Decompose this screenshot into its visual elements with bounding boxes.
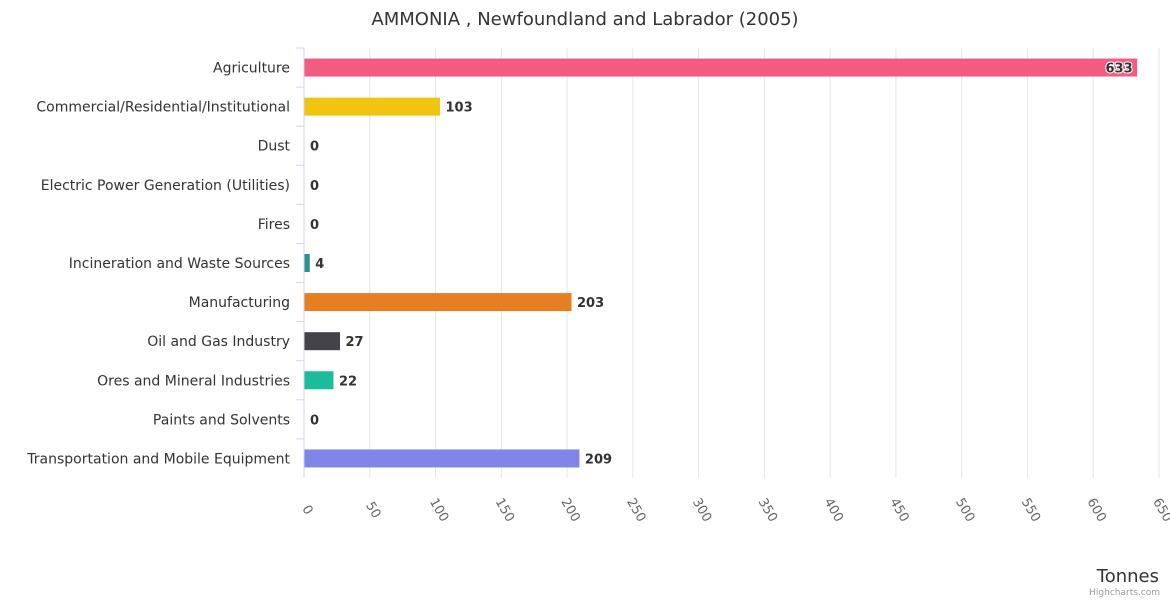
value-tick-label: 600 (1084, 496, 1109, 525)
value-tick-label: 100 (426, 496, 451, 525)
data-label: 0 (310, 179, 319, 194)
category-label: Incineration and Waste Sources (69, 256, 290, 272)
data-label: 27 (346, 335, 364, 350)
category-label: Manufacturing (189, 295, 290, 311)
data-label: 633 (1105, 62, 1132, 77)
data-label: 4 (315, 257, 324, 272)
category-label: Fires (258, 217, 290, 233)
bar[interactable] (304, 332, 341, 351)
bar[interactable] (304, 449, 580, 468)
value-axis-ticks: 0 50 100 150 200 250 300 350 400 450 500 550 600 650 (298, 496, 1170, 525)
value-tick-label: 350 (755, 496, 780, 525)
category-label: Dust (258, 139, 291, 155)
category-label: Commercial/Residential/Institutional (36, 100, 290, 116)
value-tick-label: 400 (820, 496, 845, 525)
value-tick-label: 300 (689, 496, 714, 525)
bar[interactable] (304, 254, 310, 272)
value-tick-label: 250 (623, 496, 648, 525)
value-tick-label: 200 (557, 496, 582, 525)
data-label: 0 (310, 218, 319, 233)
value-tick-label: 550 (1018, 496, 1043, 525)
data-labels: 633 103 0 0 0 4 203 27 22 0 209 (310, 61, 1134, 468)
credits[interactable]: Highcharts.com (1089, 588, 1160, 598)
bar[interactable] (304, 97, 440, 116)
value-tick-label: 500 (952, 496, 977, 525)
grid-lines (296, 47, 1160, 478)
data-label: 103 (445, 101, 472, 116)
data-label: 0 (310, 413, 319, 428)
category-labels: Agriculture Commercial/Residential/Instit… (26, 61, 290, 468)
data-label: 209 (585, 452, 612, 467)
value-tick-label: 0 (298, 503, 315, 518)
category-label: Ores and Mineral Industries (97, 373, 290, 389)
value-tick-label: 650 (1149, 496, 1170, 525)
bar[interactable] (304, 58, 1138, 77)
category-label: Oil and Gas Industry (147, 334, 290, 350)
bars (304, 58, 1138, 468)
chart-title: AMMONIA , Newfoundland and Labrador (200… (371, 9, 798, 30)
data-label: 0 (310, 140, 319, 155)
value-tick-label: 50 (362, 499, 383, 521)
bar[interactable] (304, 371, 334, 390)
data-label: 22 (339, 374, 357, 389)
value-tick-label: 450 (886, 496, 911, 525)
value-axis-title: Tonnes (1096, 566, 1159, 587)
category-label: Paints and Solvents (153, 412, 290, 428)
value-tick-label: 150 (492, 496, 517, 525)
category-label: Transportation and Mobile Equipment (26, 451, 290, 467)
category-label: Agriculture (213, 61, 290, 77)
data-label: 203 (577, 296, 604, 311)
category-label: Electric Power Generation (Utilities) (41, 178, 290, 194)
bar[interactable] (304, 293, 572, 312)
